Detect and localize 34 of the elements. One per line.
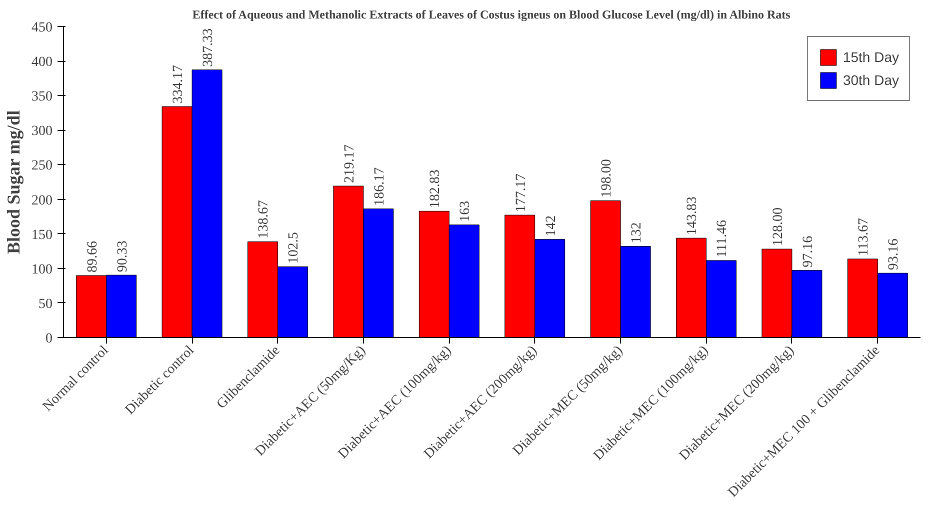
data-label: 138.67 (256, 200, 272, 239)
data-label: 163 (458, 200, 474, 222)
y-tick-label: 150 (32, 228, 52, 243)
data-label: 89.66 (85, 241, 100, 273)
y-tick-label: 350 (32, 90, 52, 105)
y-tick-label: 300 (32, 124, 52, 140)
legend-label: 30th Day (842, 72, 899, 88)
y-tick-label: 100 (32, 262, 52, 278)
data-label: 113.67 (856, 218, 872, 256)
data-label: 102.5 (286, 232, 302, 264)
data-label: 143.83 (685, 196, 700, 236)
data-label: 93.16 (886, 238, 902, 270)
data-label: 182.83 (428, 170, 444, 208)
data-label: 198.00 (600, 159, 615, 198)
y-axis-title: Blood Sugar mg/dl (4, 110, 24, 254)
data-label: 90.33 (115, 240, 130, 272)
data-label: 128.00 (770, 208, 786, 246)
data-label: 387.33 (201, 28, 216, 67)
chart-title: Effect of Aqueous and Methanolic Extracts of Leaves of Costus igneus on Blood Glucose Level (mg/dl) in Albino Rats (192, 8, 791, 22)
y-tick-label: 0 (46, 332, 52, 346)
y-tick-label: 50 (38, 296, 52, 312)
data-label: 97.16 (800, 236, 816, 268)
data-label: 132 (630, 222, 645, 244)
y-tick-label: 450 (32, 20, 52, 36)
y-tick-label: 250 (32, 158, 52, 174)
data-label: 142 (544, 215, 559, 236)
y-tick-label: 200 (32, 193, 52, 208)
y-tick-label: 400 (32, 55, 52, 70)
data-label: 111.46 (715, 220, 730, 258)
legend-label: 15th Day (842, 49, 899, 65)
data-label: 177.17 (514, 174, 529, 212)
data-label: 219.17 (342, 144, 358, 184)
data-label: 334.17 (171, 65, 186, 104)
data-label: 186.17 (372, 167, 388, 206)
